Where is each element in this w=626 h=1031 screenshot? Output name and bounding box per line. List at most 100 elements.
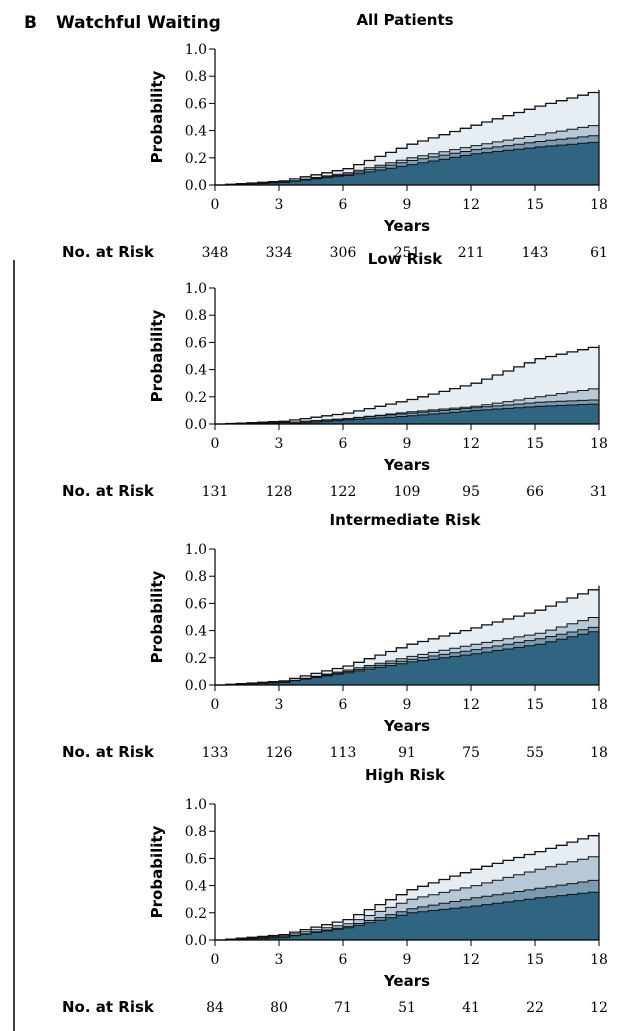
x-tick-label: 12 (462, 952, 480, 968)
x-axis-label: Years (383, 972, 430, 990)
x-tick-label: 15 (526, 436, 544, 452)
chart-panel-2: 0.0 0.2 0.4 0.6 0.8 1.0 0 3 6 9 12 15 18 Intermediate… (62, 511, 608, 761)
at-risk-value: 22 (526, 1000, 544, 1016)
at-risk-value: 75 (462, 745, 480, 761)
x-tick-label: 12 (462, 197, 480, 213)
at-risk-value: 113 (330, 745, 357, 761)
at-risk-value: 41 (462, 1000, 480, 1016)
at-risk-value: 51 (398, 1000, 416, 1016)
y-axis-label: Probability (148, 309, 166, 402)
series-line-2 (215, 854, 600, 941)
at-risk-label: No. at Risk (62, 482, 155, 500)
at-risk-value: 126 (266, 745, 293, 761)
at-risk-value: 211 (458, 245, 485, 261)
chart-title: All Patients (356, 11, 453, 29)
at-risk-value: 61 (590, 245, 608, 261)
x-tick-label: 9 (403, 697, 412, 713)
y-tick-label: 0.6 (185, 335, 207, 351)
y-tick-label: 0.6 (185, 851, 207, 867)
x-tick-label: 3 (275, 952, 284, 968)
at-risk-value: 348 (202, 245, 229, 261)
y-tick-label: 0.8 (185, 569, 207, 585)
y-tick-label: 0.4 (185, 363, 207, 379)
y-tick-label: 0.8 (185, 308, 207, 324)
x-tick-label: 18 (590, 697, 608, 713)
x-tick-label: 9 (403, 197, 412, 213)
y-tick-label: 1.0 (185, 542, 207, 558)
at-risk-value: 66 (526, 484, 544, 500)
series-line-2 (215, 614, 600, 686)
y-axis-label: Probability (148, 825, 166, 918)
at-risk-value: 84 (206, 1000, 224, 1016)
at-risk-value: 91 (398, 745, 416, 761)
series-line-3 (215, 585, 600, 686)
panel-title: Watchful Waiting (56, 13, 221, 33)
x-tick-label: 3 (275, 436, 284, 452)
series-line-2 (215, 387, 600, 425)
chart-title: High Risk (365, 766, 446, 784)
x-tick-label: 15 (526, 952, 544, 968)
series-line-3 (215, 345, 600, 425)
x-axis-label: Years (383, 217, 430, 235)
at-risk-label: No. at Risk (62, 743, 155, 761)
x-tick-label: 0 (211, 197, 220, 213)
y-tick-label: 0.0 (185, 178, 207, 194)
x-tick-label: 0 (211, 436, 220, 452)
x-tick-label: 6 (339, 197, 348, 213)
at-risk-value: 18 (590, 745, 608, 761)
y-tick-label: 0.4 (185, 624, 207, 640)
x-tick-label: 18 (590, 197, 608, 213)
y-tick-label: 0.4 (185, 879, 207, 895)
series-line-3 (215, 89, 600, 186)
y-tick-label: 0.2 (185, 906, 207, 922)
at-risk-value: 80 (270, 1000, 288, 1016)
at-risk-value: 31 (590, 484, 608, 500)
at-risk-label: No. at Risk (62, 243, 155, 261)
x-tick-label: 6 (339, 697, 348, 713)
y-tick-label: 0.0 (185, 678, 207, 694)
series-line-3 (215, 832, 600, 941)
y-tick-label: 0.0 (185, 417, 207, 433)
y-tick-label: 0.6 (185, 596, 207, 612)
x-axis-label: Years (383, 717, 430, 735)
x-tick-label: 12 (462, 697, 480, 713)
x-tick-label: 3 (275, 697, 284, 713)
y-tick-label: 0.2 (185, 651, 207, 667)
y-tick-label: 0.4 (185, 124, 207, 140)
y-tick-label: 0.8 (185, 69, 207, 85)
at-risk-value: 12 (590, 1000, 608, 1016)
series-line-0 (215, 403, 600, 425)
at-risk-label: No. at Risk (62, 998, 155, 1016)
y-tick-label: 1.0 (185, 797, 207, 813)
chart-panel-0: 0.0 0.2 0.4 0.6 0.8 1.0 0 3 6 9 12 15 18 All Patients… (62, 11, 608, 261)
at-risk-value: 95 (462, 484, 480, 500)
y-tick-label: 0.0 (185, 933, 207, 949)
series-line-2 (215, 123, 600, 186)
at-risk-value: 131 (202, 484, 229, 500)
chart-title: Low Risk (368, 250, 444, 268)
x-tick-label: 6 (339, 952, 348, 968)
at-risk-value: 128 (266, 484, 293, 500)
y-axis-label: Probability (148, 570, 166, 663)
band-area-0 (215, 141, 599, 185)
y-axis-label: Probability (148, 70, 166, 163)
x-tick-label: 9 (403, 952, 412, 968)
chart-title: Intermediate Risk (330, 511, 482, 529)
y-tick-label: 0.6 (185, 96, 207, 112)
y-tick-label: 1.0 (185, 42, 207, 58)
x-tick-label: 3 (275, 197, 284, 213)
chart-panel-1: 0.0 0.2 0.4 0.6 0.8 1.0 0 3 6 9 12 15 18 Low Risk Year… (62, 250, 608, 500)
at-risk-value: 306 (330, 245, 357, 261)
charts-container: 0.0 0.2 0.4 0.6 0.8 1.0 0 3 6 9 12 15 18 All Patients… (62, 11, 608, 1016)
y-tick-label: 0.8 (185, 824, 207, 840)
at-risk-value: 133 (202, 745, 229, 761)
band-area-0 (215, 629, 599, 685)
x-tick-label: 0 (211, 697, 220, 713)
panel-letter: B (24, 13, 37, 33)
chart-panel-3: 0.0 0.2 0.4 0.6 0.8 1.0 0 3 6 9 12 15 18 High Risk Yea… (62, 766, 608, 1016)
x-tick-label: 0 (211, 952, 220, 968)
at-risk-value: 55 (526, 745, 544, 761)
x-tick-label: 6 (339, 436, 348, 452)
x-tick-label: 12 (462, 436, 480, 452)
